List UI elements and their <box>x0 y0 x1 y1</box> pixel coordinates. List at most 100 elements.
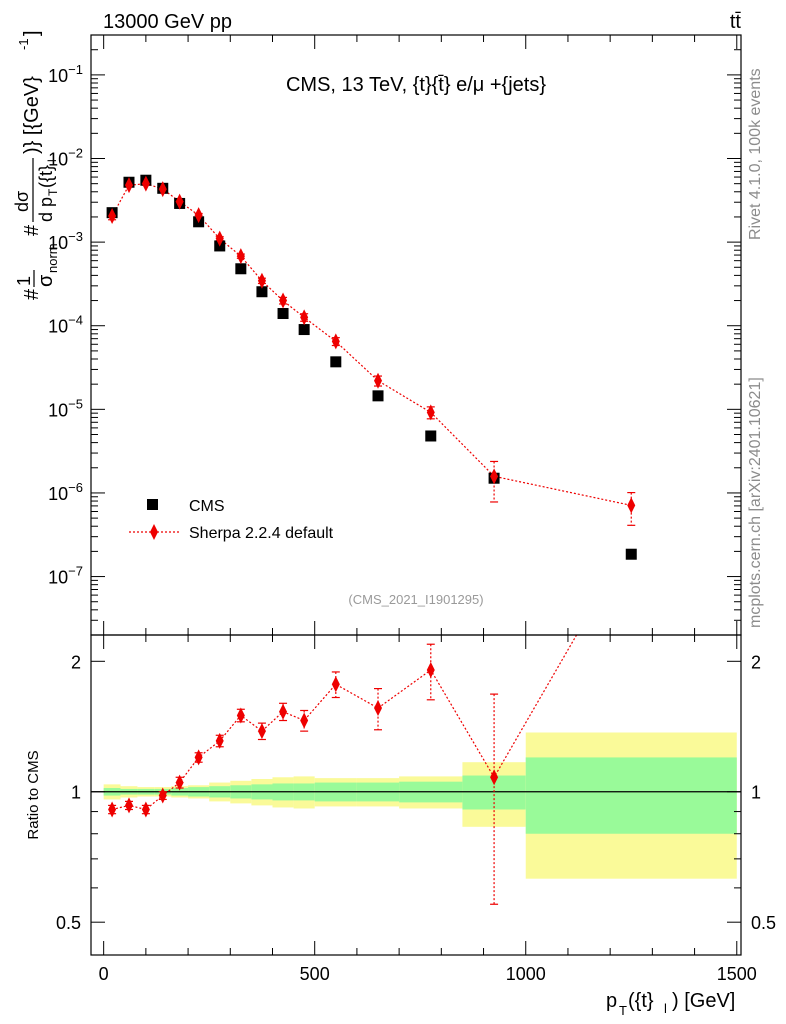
cms-data-point <box>235 263 247 275</box>
ratio-sherpa-point <box>175 774 184 791</box>
xlabel-T: T <box>619 1003 627 1018</box>
ratio-y-tick-label-right: 2 <box>751 652 761 672</box>
ratio-sherpa-point <box>124 797 133 814</box>
main-y-axis-label: # 1 σ norm # dσ d p T ({t} l )} [{GeV} -… <box>12 30 60 300</box>
ratio-x-tick-label: 1500 <box>717 964 757 984</box>
ratio-axes-layer: 0 500 1000 1500 0.5 0.5 1 1 2 2 <box>56 634 776 984</box>
ratio-x-tick-label: 0 <box>99 964 109 984</box>
ratio-sherpa-point <box>257 723 266 740</box>
ratio-y-tick-label-right: 1 <box>751 783 761 803</box>
sherpa-line <box>111 183 632 506</box>
ratio-y-tick-label-right: 0.5 <box>751 913 776 933</box>
main-y-tick-label: 10−4 <box>48 313 83 337</box>
ratio-sherpa-point <box>108 801 117 818</box>
ratio-sherpa-point <box>627 533 635 549</box>
cms-data-point <box>372 390 384 402</box>
svg-text:#: # <box>21 288 43 300</box>
ylabel-norm: norm <box>45 243 60 273</box>
ylabel-l: l <box>45 159 59 162</box>
legend-marker-cms <box>147 499 158 510</box>
sherpa-data-point <box>236 248 245 265</box>
ylabel-pt-arg: ({t} <box>36 165 56 188</box>
main-y-tick-label: 10−6 <box>48 480 83 504</box>
main-y-tick-label: 10−5 <box>48 396 83 420</box>
sherpa-data-point <box>158 181 167 198</box>
ratio-y-tick-label: 1 <box>71 783 81 803</box>
xlabel-arg: ({t} <box>628 990 654 1012</box>
xlabel-p: p <box>606 990 617 1012</box>
ylabel-exp: -1 <box>16 38 31 50</box>
cms-data-point <box>298 324 310 336</box>
ratio-sherpa-point <box>194 749 203 766</box>
ratio-sherpa-line <box>111 635 578 811</box>
sherpa-data-point <box>215 230 224 247</box>
main-series-layer <box>106 174 637 560</box>
sherpa-data-point <box>300 309 309 326</box>
x-axis-label: p T ({t} l ) [GeV] <box>606 990 735 1018</box>
sherpa-data-point <box>279 292 288 309</box>
ratio-sherpa-point <box>279 703 288 720</box>
xlabel-units: ) [GeV] <box>672 990 735 1012</box>
ratio-y-tick-label: 0.5 <box>56 913 81 933</box>
main-y-tick-label: 10−7 <box>48 564 83 588</box>
sherpa-data-point <box>141 175 150 192</box>
cms-data-point <box>277 308 289 320</box>
ylabel-dpt: d p <box>36 197 56 222</box>
legend-label-cms: CMS <box>189 498 225 515</box>
legend-marker-sherpa <box>150 524 158 540</box>
cms-data-point <box>425 430 437 442</box>
ylabel-hash: # <box>21 288 43 300</box>
ratio-frame <box>90 634 742 956</box>
ylabel-close: ] <box>21 30 43 36</box>
sherpa-data-point <box>108 208 117 225</box>
sherpa-data-point <box>194 207 203 224</box>
xlabel-l: l <box>664 1001 667 1016</box>
ylabel-sigma: σ <box>35 274 57 287</box>
main-y-tick-label: 10−2 <box>48 146 83 170</box>
sherpa-data-point <box>374 372 383 389</box>
rivet-version-label: Rivet 4.1.0, 100k events <box>747 68 764 240</box>
sherpa-data-point <box>124 177 133 194</box>
mcplots-label: mcplots.cern.ch [arXiv:2401.10621] <box>747 377 764 628</box>
cms-data-point <box>625 548 637 560</box>
cms-data-point <box>330 356 342 368</box>
process-label: tt̄ <box>730 11 742 33</box>
legend-label-sherpa: Sherpa 2.2.4 default <box>189 525 334 542</box>
ratio-y-tick-label: 2 <box>71 652 81 672</box>
main-axes-layer: 10−7 10−6 10−5 10−4 10−3 10−2 10−1 <box>48 34 742 636</box>
ratio-sherpa-point <box>300 712 309 729</box>
sherpa-data-point <box>426 404 435 421</box>
main-title: CMS, 13 TeV, {t}{t̄} e/μ +{jets} <box>286 74 546 96</box>
ylabel-T: T <box>46 188 60 196</box>
ratio-y-axis-label: Ratio to CMS <box>25 750 42 839</box>
ylabel-dsigma: dσ <box>12 191 32 212</box>
main-frame <box>90 34 742 636</box>
cms-data-point <box>256 286 268 298</box>
ratio-sherpa-point <box>141 801 150 818</box>
ratio-x-tick-label: 500 <box>300 964 330 984</box>
ratio-stat-uncertainty-band <box>525 757 737 834</box>
sherpa-data-point <box>627 497 636 514</box>
analysis-id: (CMS_2021_I1901295) <box>348 592 483 607</box>
ylabel-units: )} [{GeV} <box>21 76 43 154</box>
ratio-sherpa-point <box>215 732 224 749</box>
legend: CMS Sherpa 2.2.4 default <box>129 498 334 542</box>
main-y-tick-label: 10−3 <box>48 229 83 253</box>
sherpa-data-point <box>257 272 266 289</box>
ratio-sherpa-point <box>490 769 499 786</box>
ratio-sherpa-point <box>236 707 245 724</box>
sherpa-data-point <box>175 193 184 210</box>
sherpa-data-point <box>331 333 340 350</box>
main-y-tick-label: 10−1 <box>48 62 83 86</box>
ratio-sherpa-point <box>158 787 167 804</box>
ratio-x-tick-label: 1000 <box>506 964 546 984</box>
ylabel-one: 1 <box>14 276 34 286</box>
energy-label: 13000 GeV pp <box>103 11 232 33</box>
sherpa-data-point <box>490 468 499 485</box>
ratio-sherpa-point <box>426 661 435 678</box>
ratio-sherpa-point <box>374 700 383 717</box>
ratio-series-layer <box>108 533 635 905</box>
ratio-panel-background <box>91 732 741 879</box>
ratio-sherpa-point <box>331 676 340 693</box>
